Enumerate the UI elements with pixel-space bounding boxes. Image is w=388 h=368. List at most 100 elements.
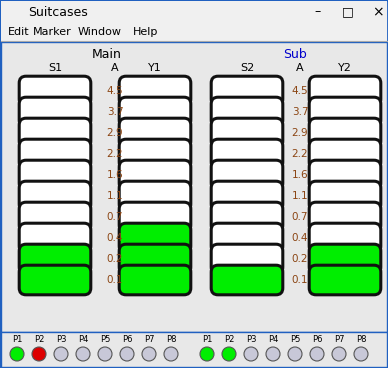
FancyBboxPatch shape: [19, 265, 91, 295]
Text: Window: Window: [78, 27, 122, 37]
Text: S1: S1: [48, 63, 62, 73]
FancyBboxPatch shape: [211, 160, 283, 190]
Text: 0.7: 0.7: [292, 212, 308, 222]
FancyBboxPatch shape: [1, 332, 387, 367]
FancyBboxPatch shape: [19, 160, 91, 190]
FancyBboxPatch shape: [309, 223, 381, 253]
Text: □: □: [342, 6, 354, 18]
FancyBboxPatch shape: [309, 76, 381, 106]
FancyBboxPatch shape: [309, 244, 381, 274]
Circle shape: [244, 347, 258, 361]
Text: 1.6: 1.6: [292, 170, 308, 180]
Text: 0.4: 0.4: [107, 233, 123, 243]
FancyBboxPatch shape: [211, 202, 283, 232]
Circle shape: [288, 347, 302, 361]
FancyBboxPatch shape: [119, 202, 191, 232]
Text: Edit: Edit: [8, 27, 29, 37]
Text: P3: P3: [246, 336, 256, 344]
FancyBboxPatch shape: [19, 118, 91, 148]
Text: 3.7: 3.7: [292, 107, 308, 117]
FancyBboxPatch shape: [19, 139, 91, 169]
Text: 0.2: 0.2: [107, 254, 123, 264]
Circle shape: [164, 347, 178, 361]
Text: A: A: [296, 63, 304, 73]
Circle shape: [310, 347, 324, 361]
Text: P2: P2: [224, 336, 234, 344]
Text: –: –: [315, 6, 321, 18]
FancyBboxPatch shape: [211, 244, 283, 274]
Text: P2: P2: [34, 336, 44, 344]
FancyBboxPatch shape: [211, 118, 283, 148]
Text: Main: Main: [92, 49, 122, 61]
Text: P5: P5: [290, 336, 300, 344]
FancyBboxPatch shape: [211, 265, 283, 295]
Circle shape: [98, 347, 112, 361]
Circle shape: [332, 347, 346, 361]
Text: 2.9: 2.9: [107, 128, 123, 138]
Circle shape: [10, 347, 24, 361]
FancyBboxPatch shape: [211, 139, 283, 169]
Circle shape: [142, 347, 156, 361]
Circle shape: [120, 347, 134, 361]
Text: 4.5: 4.5: [292, 86, 308, 96]
FancyBboxPatch shape: [309, 139, 381, 169]
Text: P7: P7: [334, 336, 344, 344]
FancyBboxPatch shape: [19, 223, 91, 253]
Text: Suitcases: Suitcases: [28, 6, 88, 18]
Text: 0.1: 0.1: [107, 275, 123, 285]
FancyBboxPatch shape: [1, 23, 387, 41]
FancyBboxPatch shape: [119, 223, 191, 253]
Text: P4: P4: [268, 336, 278, 344]
Circle shape: [266, 347, 280, 361]
FancyBboxPatch shape: [1, 1, 387, 23]
FancyBboxPatch shape: [119, 244, 191, 274]
Text: 2.9: 2.9: [292, 128, 308, 138]
FancyBboxPatch shape: [119, 160, 191, 190]
Circle shape: [354, 347, 368, 361]
FancyBboxPatch shape: [211, 181, 283, 211]
Text: ×: ×: [372, 5, 384, 19]
FancyBboxPatch shape: [19, 181, 91, 211]
FancyBboxPatch shape: [309, 118, 381, 148]
FancyBboxPatch shape: [309, 265, 381, 295]
Text: P1: P1: [12, 336, 22, 344]
Text: P3: P3: [56, 336, 66, 344]
Text: P8: P8: [166, 336, 176, 344]
FancyBboxPatch shape: [19, 76, 91, 106]
FancyBboxPatch shape: [119, 76, 191, 106]
Text: 4.5: 4.5: [107, 86, 123, 96]
Text: Help: Help: [133, 27, 158, 37]
FancyBboxPatch shape: [211, 223, 283, 253]
Text: P7: P7: [144, 336, 154, 344]
FancyBboxPatch shape: [211, 97, 283, 127]
Text: 2.2: 2.2: [107, 149, 123, 159]
FancyBboxPatch shape: [211, 76, 283, 106]
FancyBboxPatch shape: [309, 160, 381, 190]
FancyBboxPatch shape: [1, 42, 387, 332]
Text: P6: P6: [122, 336, 132, 344]
FancyBboxPatch shape: [309, 181, 381, 211]
Circle shape: [222, 347, 236, 361]
Text: Y2: Y2: [338, 63, 352, 73]
Text: 0.1: 0.1: [292, 275, 308, 285]
Text: 0.2: 0.2: [292, 254, 308, 264]
Text: Marker: Marker: [33, 27, 72, 37]
Circle shape: [32, 347, 46, 361]
Circle shape: [54, 347, 68, 361]
Text: Sub: Sub: [283, 49, 307, 61]
Text: P5: P5: [100, 336, 110, 344]
Text: 0.4: 0.4: [292, 233, 308, 243]
Text: A: A: [111, 63, 119, 73]
FancyBboxPatch shape: [19, 202, 91, 232]
FancyBboxPatch shape: [119, 118, 191, 148]
Text: P6: P6: [312, 336, 322, 344]
FancyBboxPatch shape: [119, 97, 191, 127]
FancyBboxPatch shape: [19, 244, 91, 274]
FancyBboxPatch shape: [119, 139, 191, 169]
Text: 1.1: 1.1: [107, 191, 123, 201]
Circle shape: [76, 347, 90, 361]
Text: P8: P8: [356, 336, 366, 344]
FancyBboxPatch shape: [19, 97, 91, 127]
FancyBboxPatch shape: [309, 97, 381, 127]
FancyBboxPatch shape: [119, 265, 191, 295]
